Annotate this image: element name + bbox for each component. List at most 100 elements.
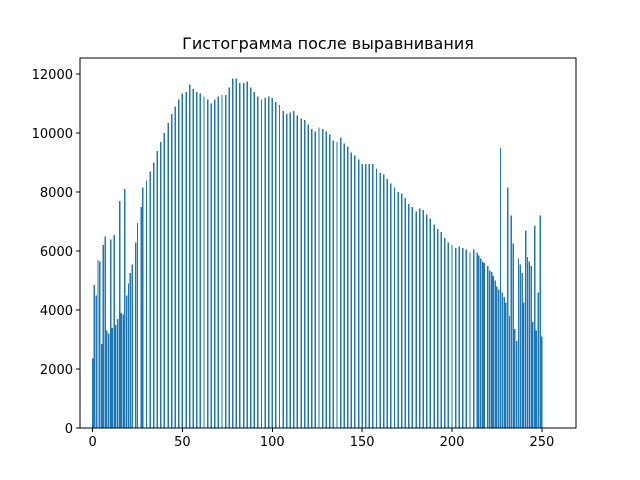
bar-130 — [325, 131, 327, 428]
bar-243 — [528, 261, 530, 428]
bar-223 — [492, 276, 495, 428]
bar-158 — [375, 168, 378, 428]
x-tick-label-0: 0 — [88, 435, 96, 450]
bar-22 — [131, 264, 133, 428]
bar-46 — [174, 106, 176, 429]
bar-5 — [100, 343, 103, 428]
bar-206 — [462, 248, 464, 428]
bar-220 — [487, 265, 489, 428]
bar-216 — [480, 258, 482, 428]
bar-166 — [390, 183, 392, 428]
bar-94 — [260, 99, 263, 429]
bar-86 — [246, 81, 248, 428]
bar-56 — [192, 88, 194, 429]
bar-227 — [499, 147, 502, 429]
bar-236 — [515, 341, 518, 428]
bar-218 — [483, 262, 486, 428]
y-tick-label-6000: 6000 — [40, 245, 73, 260]
bar-50 — [181, 93, 184, 428]
bar-14 — [117, 318, 119, 428]
x-axis: 0 50 100 150 200 250 — [88, 428, 554, 450]
y-tick-label-12000: 12000 — [32, 68, 73, 83]
bar-34 — [152, 162, 155, 428]
bar-240 — [523, 302, 525, 428]
bar-80 — [235, 78, 238, 428]
bar-36 — [156, 150, 158, 428]
bar-132 — [329, 134, 331, 428]
chart-title: Гистограмма после выравнивания — [182, 34, 474, 53]
bar-52 — [185, 91, 187, 429]
bar-3 — [97, 259, 99, 428]
bar-62 — [203, 96, 205, 428]
bar-148 — [357, 159, 360, 428]
bar-48 — [178, 99, 180, 429]
bar-17 — [122, 314, 124, 428]
bar-88 — [250, 87, 252, 428]
bar-82 — [239, 83, 241, 428]
bar-136 — [336, 142, 338, 428]
bar-198 — [447, 242, 450, 428]
bar-250 — [541, 336, 543, 428]
bar-168 — [393, 187, 396, 428]
bar-8 — [106, 330, 108, 428]
bar-246 — [533, 226, 536, 428]
bar-194 — [440, 231, 442, 428]
bar-237 — [517, 258, 520, 428]
y-tick-label-4000: 4000 — [40, 304, 73, 319]
y-axis: 0 2000 4000 6000 8000 10000 12000 — [32, 68, 80, 437]
bar-16 — [120, 313, 123, 428]
bar-20 — [127, 283, 130, 428]
bar-231 — [506, 187, 509, 428]
bar-215 — [478, 255, 480, 428]
bar-225 — [496, 286, 498, 428]
bar-126 — [318, 127, 320, 428]
bar-182 — [418, 208, 421, 428]
bar-214 — [476, 252, 478, 428]
axes-frame — [79, 57, 577, 429]
bar-164 — [386, 178, 389, 428]
bar-174 — [404, 198, 406, 428]
bar-114 — [296, 115, 299, 429]
bar-18 — [124, 189, 126, 428]
bar-217 — [481, 261, 484, 428]
bar-184 — [422, 209, 424, 428]
bar-235 — [514, 329, 516, 428]
bar-90 — [253, 91, 256, 429]
bar-42 — [167, 122, 169, 429]
bar-11 — [111, 327, 114, 428]
bar-40 — [163, 133, 166, 428]
bar-64 — [206, 99, 209, 429]
bar-66 — [210, 103, 212, 428]
bar-112 — [293, 111, 295, 428]
bar-2 — [95, 295, 97, 428]
bar-146 — [354, 155, 356, 429]
bar-74 — [224, 94, 227, 428]
bar-192 — [436, 229, 439, 428]
bar-15 — [118, 200, 121, 428]
bar-245 — [532, 321, 534, 428]
x-tick-label-250: 250 — [529, 435, 554, 450]
bar-44 — [170, 114, 173, 429]
bar-244 — [530, 265, 532, 428]
bar-226 — [498, 289, 500, 428]
bar-19 — [126, 295, 128, 428]
bar-27 — [140, 206, 142, 428]
bar-170 — [397, 192, 399, 428]
bar-208 — [465, 249, 468, 428]
bar-222 — [490, 271, 493, 428]
bar-202 — [454, 248, 457, 428]
bar-230 — [505, 302, 507, 428]
bar-200 — [451, 245, 453, 428]
bar-0 — [91, 358, 94, 428]
bar-6 — [102, 245, 105, 428]
bar-233 — [510, 215, 513, 428]
bar-152 — [365, 164, 367, 428]
bar-72 — [221, 94, 223, 428]
bar-60 — [199, 93, 202, 428]
bar-30 — [145, 180, 148, 428]
bar-70 — [217, 96, 220, 428]
bar-108 — [285, 114, 288, 429]
bar-248 — [537, 292, 539, 428]
bar-10 — [109, 239, 112, 428]
